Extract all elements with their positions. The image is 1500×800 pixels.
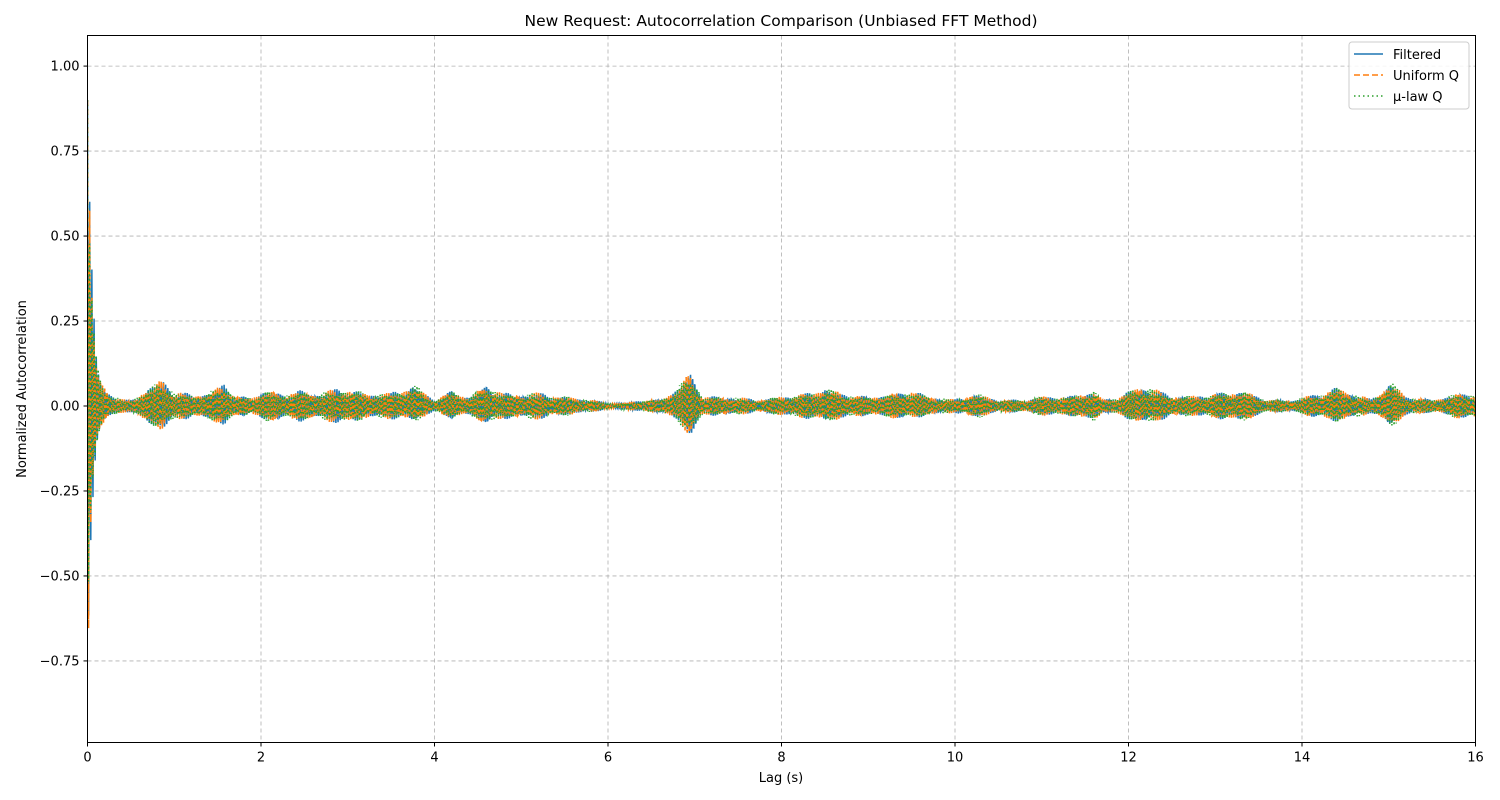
y-axis-ticks: −0.75 −0.50 −0.25 0.00 0.25 0.50 0.75 1.00 bbox=[40, 60, 88, 669]
x-tick-label: 14 bbox=[1294, 751, 1311, 766]
y-tick-label: 0.75 bbox=[51, 145, 80, 160]
x-tick-label: 0 bbox=[83, 751, 91, 766]
legend-box bbox=[1348, 41, 1470, 110]
x-tick-label: 4 bbox=[430, 751, 438, 766]
y-tick-label: −0.25 bbox=[40, 484, 80, 499]
grid-lines bbox=[87, 35, 1476, 743]
x-axis-ticks: 0 2 4 6 8 10 12 14 16 bbox=[83, 742, 1484, 766]
x-tick-label: 12 bbox=[1120, 751, 1137, 766]
x-axis-label: Lag (s) bbox=[759, 771, 804, 786]
series-line bbox=[87, 100, 1476, 629]
legend-label: Filtered bbox=[1393, 48, 1441, 63]
y-tick-label: 0.25 bbox=[51, 315, 80, 330]
x-tick-label: 8 bbox=[777, 751, 785, 766]
x-tick-label: 16 bbox=[1467, 751, 1484, 766]
y-axis-label: Normalized Autocorrelation bbox=[15, 300, 30, 478]
x-tick-label: 6 bbox=[604, 751, 612, 766]
series-layer bbox=[87, 100, 1476, 629]
y-tick-label: 0.00 bbox=[51, 399, 80, 414]
series-line bbox=[87, 100, 1476, 582]
legend-label: Uniform Q bbox=[1393, 69, 1459, 84]
chart-title: New Request: Autocorrelation Comparison … bbox=[524, 12, 1037, 30]
y-tick-label: −0.75 bbox=[40, 654, 80, 669]
x-tick-label: 2 bbox=[257, 751, 265, 766]
y-tick-label: 1.00 bbox=[51, 60, 80, 75]
y-tick-label: −0.50 bbox=[40, 569, 80, 584]
legend-label: μ-law Q bbox=[1393, 90, 1443, 105]
y-tick-label: 0.50 bbox=[51, 230, 80, 245]
x-tick-label: 10 bbox=[947, 751, 964, 766]
legend: Filtered Uniform Q μ-law Q bbox=[1348, 41, 1470, 110]
